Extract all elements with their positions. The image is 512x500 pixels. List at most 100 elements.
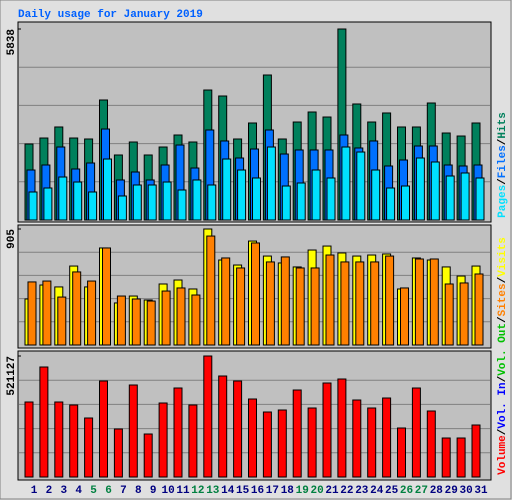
bar [103,158,112,221]
bar [367,407,377,478]
bar [146,300,156,346]
bar [397,427,406,478]
bar [471,424,481,478]
bar [176,287,186,346]
bar [87,280,97,346]
x-tick-label: 31 [474,485,488,497]
x-tick-label: 25 [385,485,399,497]
bar [352,399,362,478]
bar [158,402,168,478]
bar [340,261,350,346]
x-tick-label: 17 [266,485,279,497]
bar [191,294,201,346]
x-tick-label: 4 [75,485,82,497]
chart-title: Daily usage for January 2019 [18,9,203,21]
x-tick-label: 15 [236,485,250,497]
x-tick-label: 20 [310,485,323,497]
legend-entry: Visits [497,237,509,277]
bar [203,355,213,478]
bar [128,384,138,478]
bar [99,380,108,478]
bar [426,410,436,478]
bar [371,169,381,221]
bar [459,282,469,346]
bar [444,283,454,346]
x-tick-label: 14 [221,485,235,497]
bar [296,182,306,221]
bar [382,397,392,478]
bar [132,184,142,221]
bar [188,404,198,478]
bar [84,417,94,478]
legend-separator: / [497,178,509,185]
x-tick-label: 16 [251,485,264,497]
bar [39,366,49,478]
bar [280,256,290,346]
y-tick-label: 5838 [6,29,18,56]
bar [411,387,421,478]
bar [72,271,82,346]
bar [400,287,409,346]
bar [456,437,466,478]
bar [248,398,257,478]
bar [233,380,243,478]
bar [475,177,485,221]
bar [281,185,291,221]
legend-separator: / [497,375,509,382]
bar [292,389,302,478]
bar [430,161,440,221]
x-tick-label: 8 [135,485,142,497]
bar [162,181,172,221]
bar [277,409,287,478]
bar [307,407,317,478]
legend-entry: Pages [497,185,509,218]
bar [262,411,272,478]
bar [177,189,187,221]
bar [474,273,484,346]
x-tick-label: 1 [31,485,38,497]
x-tick-label: 27 [415,485,428,497]
legend-separator: / [497,276,509,283]
bar [131,298,141,346]
bar [206,235,216,346]
bar [414,258,424,346]
bar [325,254,335,346]
bar [386,187,396,221]
legend-entry: Files [497,145,509,178]
bar [460,172,470,221]
x-tick-label: 21 [325,485,339,497]
legend-entry: Hits [497,112,509,138]
legend: Pages/Files/Hits [497,112,509,218]
x-tick-label: 12 [191,485,204,497]
bar [113,428,123,478]
bar [69,404,79,478]
bar [310,267,320,346]
bar [429,258,439,346]
x-tick-label: 22 [340,485,353,497]
bar [355,261,365,346]
bar [117,195,127,221]
bar [311,169,321,221]
bar [401,185,410,221]
bar [326,177,336,221]
bar [73,181,83,221]
bar [24,401,34,478]
bar [251,242,260,346]
legend-entry: Vol. Out [497,323,509,376]
x-tick-label: 3 [60,485,67,497]
bar [266,146,276,221]
x-tick-label: 10 [161,485,174,497]
bar [102,247,111,346]
bar [237,169,247,221]
bar [295,267,305,346]
bar [27,281,37,346]
bar [54,401,64,478]
bar [265,261,275,346]
bar [356,151,366,221]
bar [322,382,332,478]
bar [88,191,98,221]
bar [207,184,217,221]
bar [116,295,126,346]
x-tick-label: 18 [281,485,295,497]
